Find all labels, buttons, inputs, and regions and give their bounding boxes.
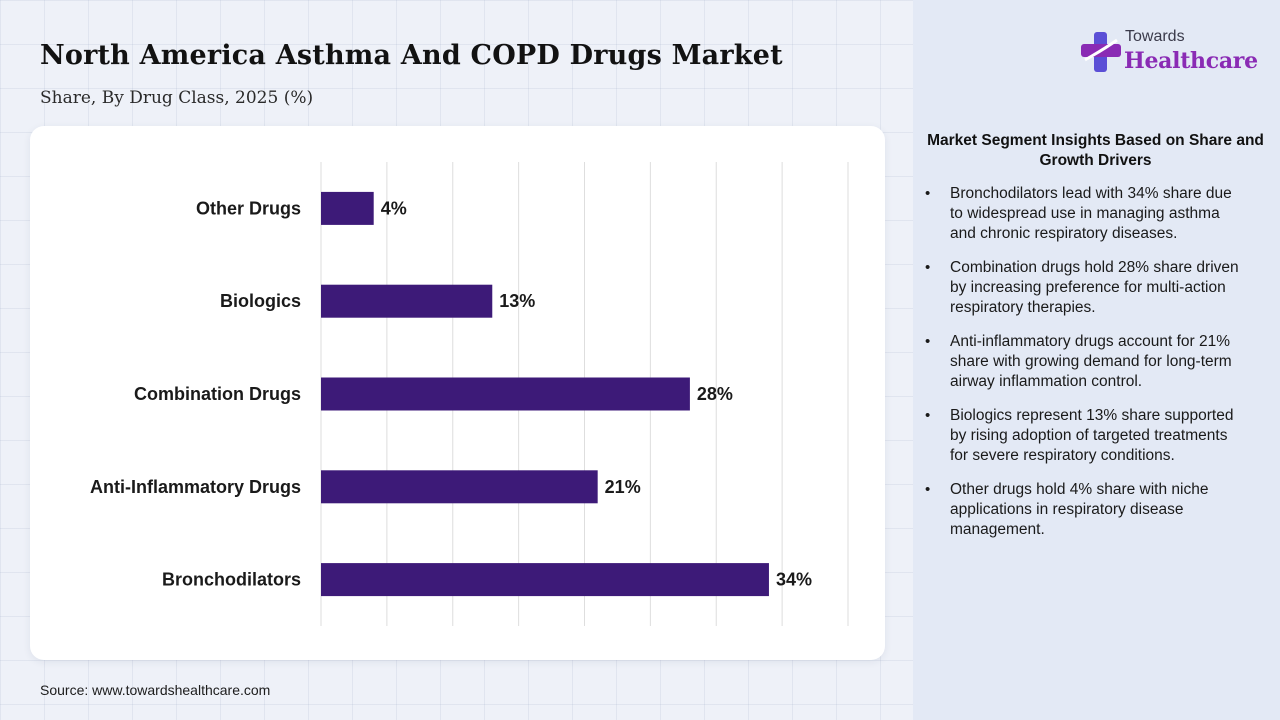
value-label: 28%: [697, 384, 733, 404]
value-label: 34%: [776, 570, 812, 590]
brand-logo[interactable]: Towards Healthcare: [1081, 28, 1271, 78]
category-label: Bronchodilators: [162, 570, 301, 590]
bar: [321, 191, 374, 225]
brand-name-top: Towards: [1125, 28, 1185, 45]
insight-item: Bronchodilators lead with 34% share due …: [921, 184, 1241, 244]
bar: [321, 284, 493, 318]
category-label: Anti-Inflammatory Drugs: [90, 477, 301, 497]
source-note: Source: www.towardshealthcare.com: [40, 682, 271, 698]
value-label: 13%: [499, 291, 535, 311]
bar-chart: Other Drugs 4% Biologics 13% Combination Dru…: [90, 162, 849, 626]
insight-item: Biologics represent 13% share supported …: [921, 406, 1241, 466]
page-subtitle: Share, By Drug Class, 2025 (%): [40, 88, 314, 108]
insight-item: Anti-inflammatory drugs account for 21% …: [921, 332, 1241, 392]
insight-item: Combination drugs hold 28% share driven …: [921, 258, 1241, 318]
bar: [321, 377, 690, 411]
page-title: North America Asthma And COPD Drugs Mark…: [40, 40, 783, 71]
bar: [321, 470, 598, 504]
category-label: Biologics: [220, 291, 301, 311]
category-label: Other Drugs: [196, 198, 301, 218]
healthcare-cross-logo-icon: [1081, 32, 1121, 72]
insight-item: Other drugs hold 4% share with niche app…: [921, 480, 1241, 540]
bar: [321, 563, 769, 597]
value-label: 21%: [605, 477, 641, 497]
chart-card: Other Drugs 4% Biologics 13% Combination Dru…: [30, 126, 885, 660]
insights-panel: Towards Healthcare Market Segment Insigh…: [913, 0, 1280, 720]
insights-title: Market Segment Insights Based on Share a…: [927, 132, 1264, 169]
brand-name-main: Healthcare: [1124, 48, 1258, 74]
category-label: Combination Drugs: [134, 384, 301, 404]
value-label: 4%: [381, 198, 407, 218]
insights-list: Bronchodilators lead with 34% share due …: [921, 184, 1241, 554]
